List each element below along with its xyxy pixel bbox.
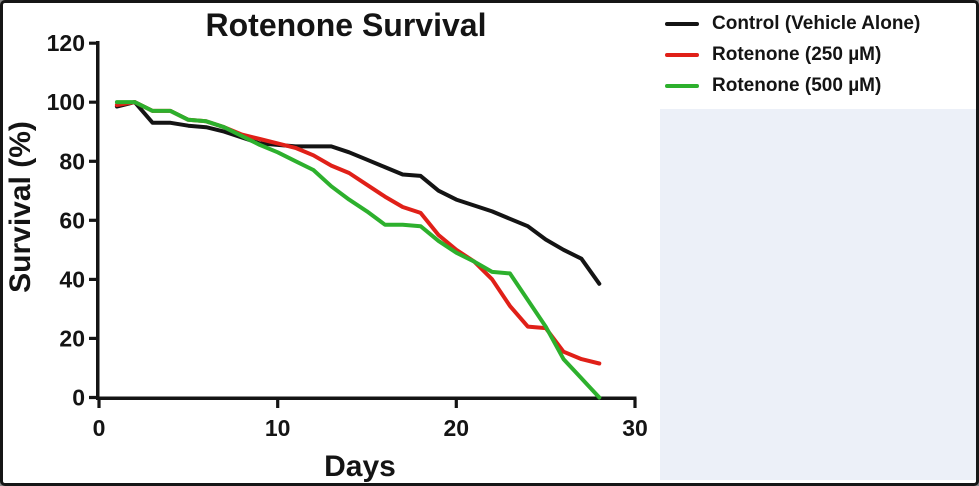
survival-chart: Rotenone Survival 0 20 40 60 80 100 120 [4,7,648,483]
y-tick-80: 80 [59,148,85,174]
series-rotenone-500-line [114,100,602,400]
legend-item-control: Control (Vehicle Alone) [660,8,976,39]
legend-swatch-control-line [665,21,699,26]
y-tick-0: 0 [72,385,85,411]
y-tick-120: 120 [47,30,85,56]
legend-item-rotenone-250: Rotenone (250 µM) [660,39,976,70]
x-tick-0: 0 [93,415,106,441]
legend-label-rotenone-500: Rotenone (500 µM) [712,74,882,96]
legend: Control (Vehicle Alone) Rotenone (250 µM… [660,8,976,101]
x-tick-10: 10 [265,415,291,441]
y-tick-labels: 0 20 40 60 80 100 120 [47,30,85,410]
y-tick-marks [89,41,99,400]
x-axis-title: Days [324,450,396,483]
x-tick-labels: 0 10 20 30 [93,415,648,441]
x-tick-30: 30 [622,415,648,441]
x-tick-20: 20 [444,415,470,441]
y-axis-title: Survival (%) [4,121,37,293]
x-tick-marks [97,398,637,408]
y-tick-20: 20 [59,325,85,351]
legend-label-control: Control (Vehicle Alone) [712,12,921,34]
legend-swatch-rotenone-500-line [665,83,699,88]
y-tick-60: 60 [59,207,85,233]
side-panel [660,109,976,480]
legend-swatch-rotenone-250-line [665,52,699,57]
chart-title: Rotenone Survival [206,7,487,43]
series-rotenone-250-line [114,100,602,366]
series-control-line [114,100,602,286]
legend-label-rotenone-250: Rotenone (250 µM) [712,43,882,65]
y-tick-40: 40 [59,266,85,292]
y-tick-100: 100 [47,89,85,115]
legend-item-rotenone-500: Rotenone (500 µM) [660,70,976,101]
